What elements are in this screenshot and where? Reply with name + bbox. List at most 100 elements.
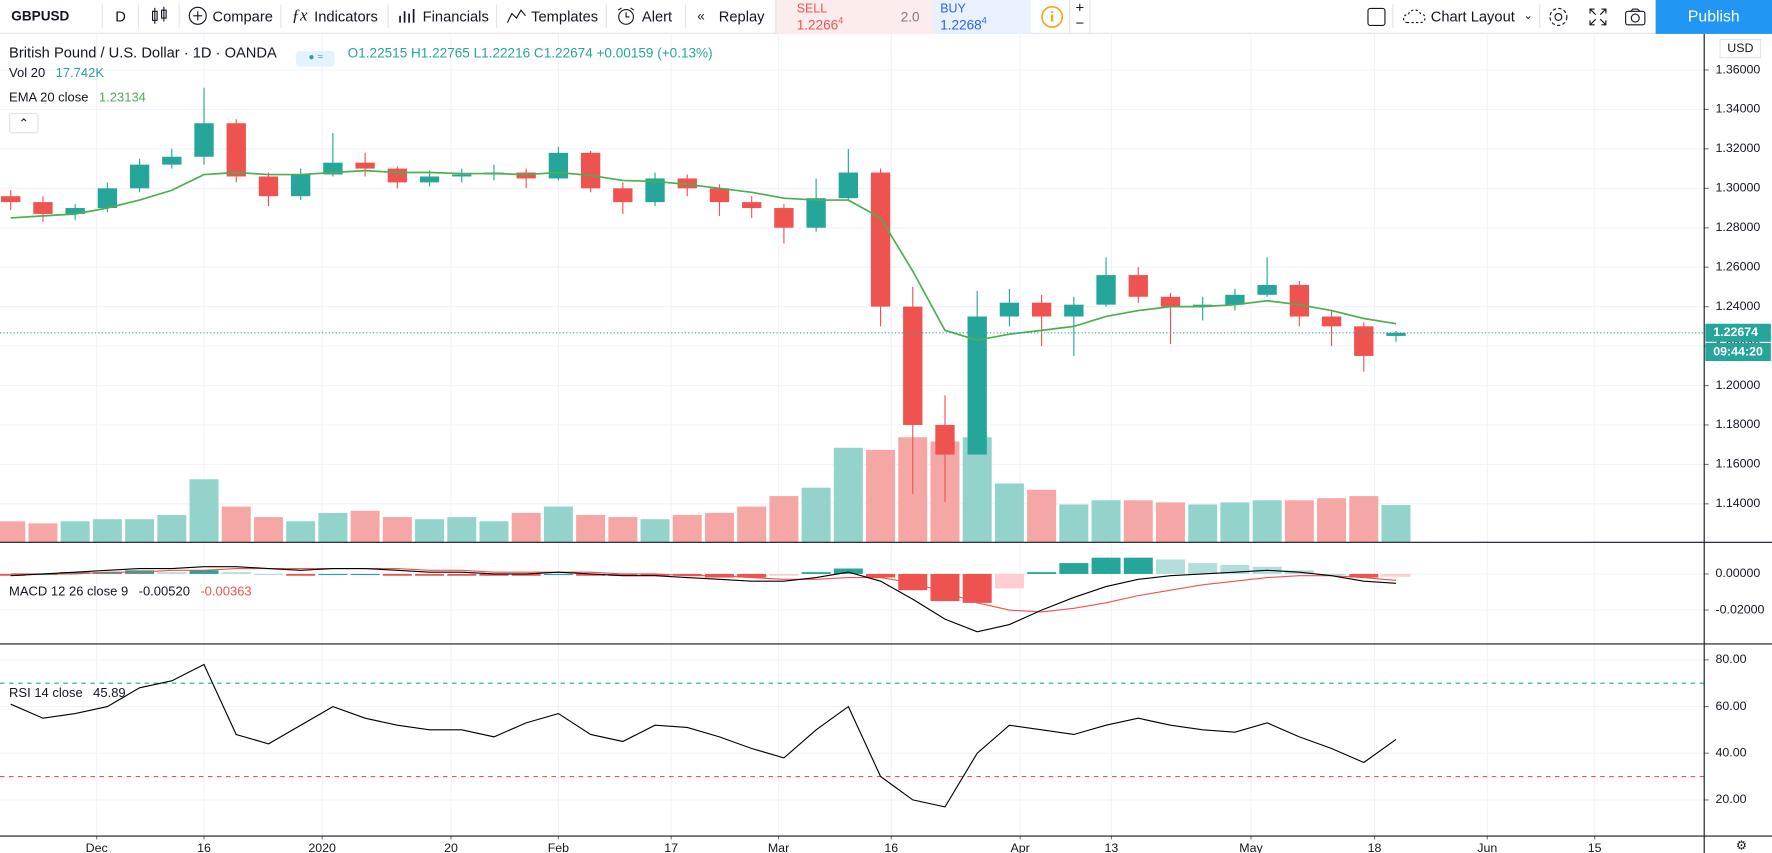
y-tick-label: 80.00 [1715,652,1746,666]
y-tick-label: -0.02000 [1715,602,1764,616]
legend-ema: EMA 20 close 1.23134 [9,92,146,106]
compare-button[interactable]: Compare [212,7,273,25]
x-tick-label: 2020 [308,841,336,853]
histogram-bar [253,573,283,576]
x-tick-label: Dec [86,841,108,853]
volume-bar [253,517,283,543]
volume-bar [0,521,26,543]
collapse-button[interactable]: ⌃ [9,112,39,134]
y-tick-label: 1.34000 [1715,102,1760,116]
alert-icon[interactable] [616,6,636,39]
candle-body [387,168,407,183]
toolbar: GBPUSD D Compare ƒx Indicators Financial… [0,0,1772,34]
status-icons: ● ≈ [296,50,335,67]
histogram-bar [60,572,90,574]
volume-bar [318,512,348,543]
snapshot-icon[interactable] [1624,7,1647,40]
histogram-bar [1381,573,1411,577]
volume-bar [543,506,573,543]
volume-bar [92,519,122,543]
candle-body [323,162,343,175]
zoom-buttons[interactable]: + − [1069,0,1091,34]
rsi-line [10,663,1397,808]
signal-line [10,567,1397,613]
settings-icon[interactable] [1547,6,1570,39]
candle-body [1096,275,1116,305]
y-tick-label: 1.32000 [1715,141,1760,155]
candle-body [1128,275,1148,297]
histogram-bar [801,572,831,574]
volume-bar [415,519,445,543]
buy-box[interactable]: BUY 1.22684 [933,0,1031,34]
histogram-bar [221,572,251,574]
interval[interactable]: D [115,7,126,25]
y-tick-label: 0.00000 [1715,566,1760,580]
y-tick-label: 40.00 [1715,745,1746,759]
candle-body [1321,316,1342,327]
indicators-icon[interactable]: ƒx [291,6,308,25]
candle-body [1031,302,1052,317]
fullscreen-icon[interactable] [1588,7,1608,40]
publish-button[interactable]: Publish [1655,0,1772,34]
templates-button[interactable]: Templates [531,7,599,25]
replay-icon[interactable]: « [697,7,705,24]
histogram-bar [350,573,380,576]
volume-bar [962,437,992,543]
candle-body [97,188,118,209]
histogram-bar [1027,572,1057,574]
volume-bar [382,517,412,543]
candle-body [291,174,311,197]
y-tick-label: 60.00 [1715,699,1746,713]
volume-bar [1059,504,1089,543]
x-tick-label: 16 [884,841,898,853]
candle-body [516,172,536,179]
candle-body [999,302,1020,317]
buy-label: BUY [940,2,966,16]
candle-body [742,202,762,209]
histogram-bar [382,573,412,576]
financials-icon[interactable] [398,7,416,40]
templates-icon[interactable] [506,7,526,40]
symbol[interactable]: GBPUSD [11,7,70,24]
histogram-bar [866,573,896,578]
rsi-value: 45.89 [93,686,126,701]
histogram-bar [769,573,799,576]
select-icon[interactable] [1366,7,1386,40]
histogram-bar [479,573,509,576]
financials-button[interactable]: Financials [422,7,489,25]
alert-button[interactable]: Alert [641,7,673,25]
layout-caret[interactable]: ⌄ [1523,10,1533,23]
y-tick-label: 1.18000 [1715,417,1760,431]
signal-value: -0.00363 [200,585,252,599]
chart-layout[interactable]: Chart Layout [1430,7,1515,25]
volume-bar [286,521,316,543]
x-tick-label: Jun [1477,841,1497,853]
candle-body [870,172,891,307]
candle-body [548,152,569,179]
candle-body [1193,304,1213,307]
indicators-button[interactable]: Indicators [314,7,378,25]
sell-sup: 4 [838,15,844,26]
histogram-bar [1220,564,1250,574]
candle-body [129,164,150,189]
volume-bar [994,483,1024,543]
compare-icon[interactable] [188,6,208,39]
volume-bar [866,449,896,543]
info-icon[interactable] [1040,5,1065,38]
histogram-bar [318,573,348,576]
histogram-bar [930,573,960,602]
cloud-icon[interactable] [1401,7,1426,40]
volume-bar [1091,500,1121,543]
candle-body [1160,296,1181,307]
axis-settings-icon[interactable]: ⚙ [1736,839,1747,853]
volume-bar [1027,489,1057,543]
candle-body [258,176,279,197]
chart-type-icon[interactable] [149,6,169,39]
buy-sup: 4 [981,15,987,26]
replay-button[interactable]: Replay [718,7,765,25]
legend-macd: MACD 12 26 close 9 -0.00520 -0.00363 [9,585,252,599]
histogram-bar [1059,563,1089,574]
candle-body [1225,294,1245,305]
sell-box[interactable]: SELL 1.22664 2.0 [775,0,935,34]
